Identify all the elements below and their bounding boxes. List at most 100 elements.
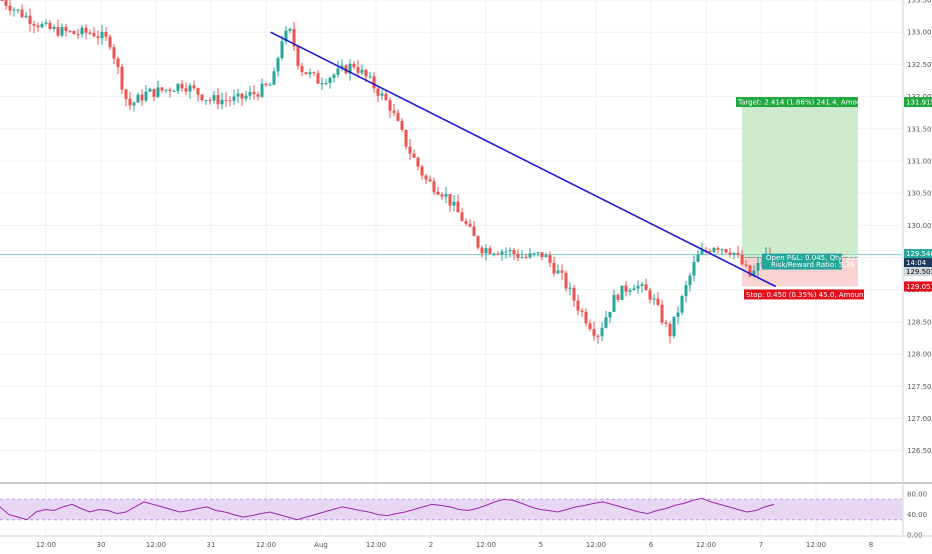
candle-body[interactable] <box>728 252 732 255</box>
candle-body[interactable] <box>512 250 516 254</box>
candle-body[interactable] <box>168 89 172 92</box>
candle-body[interactable] <box>192 85 196 89</box>
candle-body[interactable] <box>460 212 464 222</box>
candle-body[interactable] <box>468 223 472 227</box>
candle-body[interactable] <box>92 32 96 37</box>
candle-body[interactable] <box>544 255 548 258</box>
candle-body[interactable] <box>668 323 672 337</box>
candle-body[interactable] <box>524 256 528 258</box>
candle-body[interactable] <box>536 252 540 254</box>
candle-body[interactable] <box>300 65 304 73</box>
stop-label-box[interactable] <box>744 289 864 300</box>
candle-body[interactable] <box>508 250 512 252</box>
candle-body[interactable] <box>444 194 448 197</box>
candle-body[interactable] <box>436 191 440 195</box>
candle-body[interactable] <box>376 88 380 96</box>
candle-body[interactable] <box>564 272 568 289</box>
candle-body[interactable] <box>336 68 340 75</box>
candle-body[interactable] <box>380 93 384 96</box>
candle-body[interactable] <box>44 22 48 24</box>
candle-body[interactable] <box>352 63 356 68</box>
candle-body[interactable] <box>592 329 596 336</box>
candle-body[interactable] <box>140 94 144 101</box>
candle-body[interactable] <box>740 254 744 265</box>
candle-body[interactable] <box>532 253 536 255</box>
candle-body[interactable] <box>196 88 200 95</box>
candle-body[interactable] <box>516 253 520 258</box>
candle-body[interactable] <box>692 261 696 276</box>
candle-body[interactable] <box>452 201 456 206</box>
candle-body[interactable] <box>412 153 416 158</box>
candle-body[interactable] <box>328 77 332 83</box>
candle-body[interactable] <box>280 41 284 59</box>
candle-body[interactable] <box>364 69 368 77</box>
candle-body[interactable] <box>528 253 532 258</box>
candle-body[interactable] <box>256 94 260 97</box>
candle-body[interactable] <box>4 0 8 6</box>
candle-body[interactable] <box>152 88 156 97</box>
candle-body[interactable] <box>624 285 628 292</box>
candle-body[interactable] <box>248 92 252 96</box>
candle-body[interactable] <box>600 327 604 337</box>
candle-body[interactable] <box>100 32 104 38</box>
candle-body[interactable] <box>400 120 404 130</box>
candle-body[interactable] <box>644 284 648 291</box>
candle-body[interactable] <box>144 91 148 101</box>
candle-body[interactable] <box>440 194 444 197</box>
candle-body[interactable] <box>232 96 236 101</box>
candle-body[interactable] <box>184 88 188 92</box>
candle-body[interactable] <box>260 83 264 97</box>
candle-body[interactable] <box>664 322 668 324</box>
candle-body[interactable] <box>520 256 524 258</box>
candle-body[interactable] <box>312 72 316 74</box>
candle-body[interactable] <box>744 264 748 266</box>
candle-body[interactable] <box>484 248 488 254</box>
candle-body[interactable] <box>748 265 752 277</box>
trendline[interactable] <box>270 31 777 288</box>
candle-body[interactable] <box>268 84 272 86</box>
candle-body[interactable] <box>200 94 204 101</box>
target-label-box[interactable] <box>736 97 858 108</box>
candle-body[interactable] <box>388 100 392 111</box>
rsi-line[interactable] <box>0 497 775 521</box>
candle-body[interactable] <box>120 66 124 90</box>
candle-body[interactable] <box>488 248 492 254</box>
candle-body[interactable] <box>372 76 376 89</box>
candle-body[interactable] <box>408 146 412 154</box>
candle-body[interactable] <box>16 9 20 11</box>
candle-body[interactable] <box>640 284 644 286</box>
target-zone[interactable] <box>742 102 858 258</box>
candle-body[interactable] <box>72 31 76 35</box>
candle-body[interactable] <box>572 287 576 301</box>
candle-body[interactable] <box>596 335 600 337</box>
candle-body[interactable] <box>396 112 400 121</box>
candle-body[interactable] <box>428 179 432 182</box>
candle-body[interactable] <box>684 285 688 297</box>
candle-body[interactable] <box>108 36 112 48</box>
candle-body[interactable] <box>700 250 704 255</box>
candle-body[interactable] <box>24 15 28 18</box>
candle-body[interactable] <box>688 275 692 286</box>
candle-body[interactable] <box>420 166 424 176</box>
candle-body[interactable] <box>224 99 228 101</box>
candle-body[interactable] <box>332 74 336 78</box>
candle-body[interactable] <box>208 100 212 102</box>
candle-body[interactable] <box>160 87 164 91</box>
candle-body[interactable] <box>172 90 176 92</box>
candle-body[interactable] <box>492 253 496 255</box>
candle-body[interactable] <box>720 249 724 251</box>
candle-body[interactable] <box>672 316 676 337</box>
candle-body[interactable] <box>124 89 128 99</box>
candle-body[interactable] <box>36 25 40 28</box>
candle-body[interactable] <box>304 72 308 75</box>
candle-body[interactable] <box>112 47 116 59</box>
rsi-pane[interactable] <box>0 482 932 521</box>
candle-body[interactable] <box>432 181 436 192</box>
candle-body[interactable] <box>156 87 160 97</box>
candle-body[interactable] <box>360 69 364 73</box>
candle-body[interactable] <box>136 94 140 103</box>
candle-body[interactable] <box>252 92 256 95</box>
candle-body[interactable] <box>356 67 360 73</box>
